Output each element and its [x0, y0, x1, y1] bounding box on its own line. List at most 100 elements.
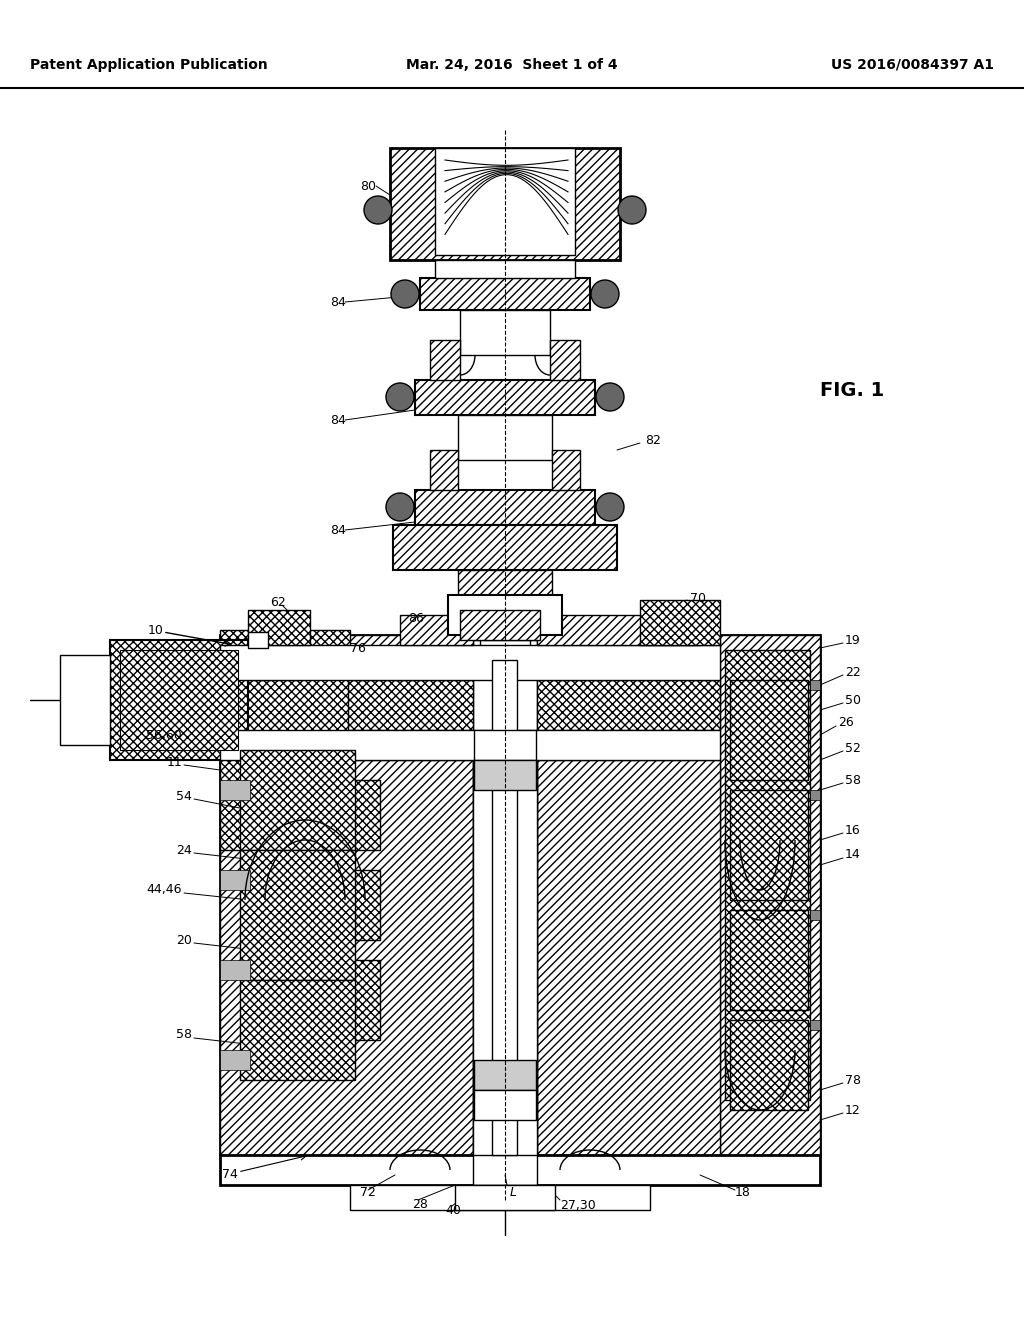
- Circle shape: [386, 492, 414, 521]
- Polygon shape: [240, 979, 355, 1080]
- Polygon shape: [220, 780, 250, 800]
- Text: 58: 58: [845, 774, 861, 787]
- Circle shape: [591, 280, 618, 308]
- Circle shape: [364, 195, 392, 224]
- Text: 26: 26: [838, 717, 854, 730]
- Polygon shape: [110, 640, 248, 760]
- Text: 44,46: 44,46: [146, 883, 182, 896]
- Polygon shape: [220, 960, 250, 979]
- Polygon shape: [640, 601, 720, 645]
- Polygon shape: [473, 760, 537, 1155]
- Polygon shape: [720, 635, 820, 1155]
- Polygon shape: [810, 789, 820, 800]
- Polygon shape: [730, 1020, 808, 1110]
- Polygon shape: [248, 640, 300, 680]
- Polygon shape: [460, 610, 540, 640]
- Polygon shape: [458, 414, 552, 459]
- Text: 82: 82: [645, 433, 660, 446]
- Polygon shape: [537, 760, 720, 1155]
- Polygon shape: [300, 960, 380, 1040]
- Polygon shape: [474, 1060, 536, 1090]
- Text: 74: 74: [222, 1168, 238, 1181]
- Text: 11: 11: [166, 755, 182, 768]
- Polygon shape: [480, 640, 530, 660]
- Polygon shape: [550, 341, 580, 380]
- Text: 50: 50: [845, 693, 861, 706]
- Polygon shape: [220, 1155, 820, 1185]
- Polygon shape: [415, 490, 595, 525]
- Text: 24: 24: [176, 843, 193, 857]
- Text: 52: 52: [845, 742, 861, 755]
- Text: 84: 84: [330, 413, 346, 426]
- Polygon shape: [348, 680, 473, 730]
- Polygon shape: [552, 450, 580, 490]
- Circle shape: [391, 280, 419, 308]
- Polygon shape: [400, 615, 473, 645]
- Polygon shape: [492, 660, 517, 1155]
- Polygon shape: [730, 789, 808, 900]
- Polygon shape: [415, 380, 595, 414]
- Polygon shape: [474, 760, 536, 789]
- Polygon shape: [240, 850, 355, 979]
- Text: Mar. 24, 2016  Sheet 1 of 4: Mar. 24, 2016 Sheet 1 of 4: [407, 58, 617, 73]
- Text: 18: 18: [735, 1187, 751, 1200]
- Polygon shape: [449, 595, 562, 635]
- Text: 70: 70: [690, 591, 706, 605]
- Polygon shape: [458, 570, 552, 610]
- Text: 10: 10: [148, 623, 164, 636]
- Polygon shape: [220, 870, 250, 890]
- Polygon shape: [725, 649, 810, 1100]
- Polygon shape: [473, 635, 537, 1185]
- Text: 76: 76: [350, 642, 366, 655]
- Text: 40: 40: [445, 1204, 461, 1217]
- Text: 84: 84: [330, 296, 346, 309]
- Text: 16: 16: [845, 824, 861, 837]
- Circle shape: [596, 383, 624, 411]
- Polygon shape: [300, 870, 380, 940]
- Text: 19: 19: [845, 634, 861, 647]
- Polygon shape: [420, 279, 590, 310]
- Polygon shape: [393, 525, 617, 570]
- Polygon shape: [537, 615, 700, 645]
- Text: Patent Application Publication: Patent Application Publication: [30, 58, 267, 73]
- Polygon shape: [435, 260, 575, 279]
- Polygon shape: [474, 730, 536, 760]
- Polygon shape: [435, 148, 575, 255]
- Polygon shape: [810, 680, 820, 690]
- Polygon shape: [474, 1090, 536, 1119]
- Polygon shape: [220, 1049, 250, 1071]
- Circle shape: [596, 492, 624, 521]
- Polygon shape: [300, 780, 380, 850]
- Text: 20: 20: [176, 933, 193, 946]
- Polygon shape: [348, 635, 473, 730]
- Polygon shape: [350, 1185, 650, 1210]
- Polygon shape: [120, 649, 238, 750]
- Text: 86: 86: [408, 611, 424, 624]
- Text: 84: 84: [330, 524, 346, 536]
- Polygon shape: [390, 148, 620, 260]
- Circle shape: [386, 383, 414, 411]
- Text: 78: 78: [845, 1073, 861, 1086]
- Polygon shape: [248, 632, 268, 648]
- Polygon shape: [430, 341, 460, 380]
- Polygon shape: [730, 909, 808, 1010]
- Polygon shape: [810, 909, 820, 920]
- Text: 62: 62: [270, 595, 286, 609]
- Polygon shape: [455, 1185, 555, 1210]
- Polygon shape: [537, 635, 700, 730]
- Polygon shape: [220, 730, 720, 760]
- Polygon shape: [730, 680, 808, 780]
- Text: 80: 80: [360, 180, 376, 193]
- Text: 72: 72: [360, 1187, 376, 1200]
- Polygon shape: [537, 680, 720, 730]
- Polygon shape: [810, 1020, 820, 1030]
- Polygon shape: [240, 750, 355, 850]
- Polygon shape: [220, 645, 720, 680]
- Text: 28: 28: [412, 1199, 428, 1212]
- Polygon shape: [220, 635, 820, 1155]
- Text: L: L: [510, 1187, 517, 1200]
- Text: FIG. 1: FIG. 1: [820, 380, 885, 400]
- Polygon shape: [460, 310, 550, 355]
- Polygon shape: [248, 610, 310, 645]
- Polygon shape: [220, 630, 350, 850]
